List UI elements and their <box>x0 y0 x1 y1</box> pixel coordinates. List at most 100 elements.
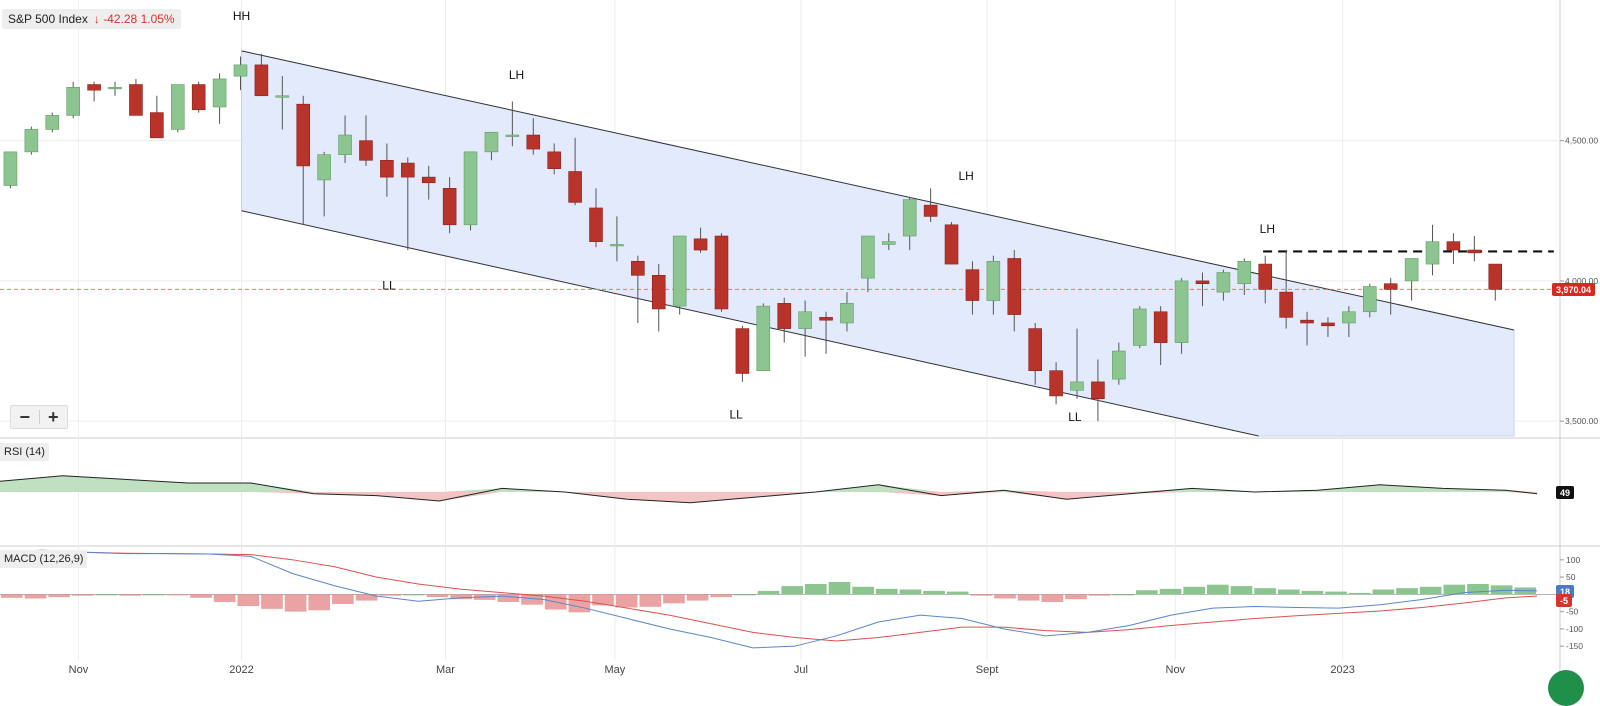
candle-body <box>1300 319 1314 324</box>
chart-canvas[interactable]: Nov 2022 Mar May Jul Sept Nov 2023 4,500.00 4,000… <box>0 0 1600 678</box>
macd-histogram-bar <box>639 594 662 607</box>
macd-histogram-bar <box>1396 588 1418 595</box>
rsi-line <box>0 475 1538 504</box>
candle-body <box>568 171 582 203</box>
macd-histogram-bar <box>332 594 354 605</box>
macd-histogram-bar <box>48 594 70 598</box>
change-percent: 1.05% <box>140 12 175 26</box>
macd-histogram-bar <box>875 588 898 595</box>
macd-histogram-bar <box>592 594 614 606</box>
candle <box>442 177 457 234</box>
candle <box>505 101 520 147</box>
macd-histogram-bar <box>615 594 638 608</box>
time-tick-label: 2023 <box>1330 664 1354 676</box>
candle-body <box>212 78 227 108</box>
zoom-out-button[interactable]: − <box>11 406 39 428</box>
candle <box>87 81 101 102</box>
candle-body <box>421 176 436 184</box>
macd-histogram-bar <box>308 594 331 611</box>
macd-histogram-bar <box>1183 586 1206 595</box>
macd-histogram-bar <box>379 594 402 596</box>
macd-histogram-bar <box>1041 594 1064 602</box>
macd-histogram-bar <box>403 594 425 596</box>
candle <box>275 76 290 130</box>
macd-histogram-bar <box>95 594 118 596</box>
time-tick-label: Sept <box>976 664 999 676</box>
candle <box>421 165 436 200</box>
macd-histogram-bar <box>1254 588 1276 595</box>
candle-body <box>45 115 60 130</box>
candle-body <box>1216 272 1231 293</box>
candle <box>672 235 687 315</box>
candle-body <box>1446 241 1461 251</box>
macd-histogram-bar <box>190 594 212 598</box>
candle-body <box>902 199 917 237</box>
candle <box>463 151 478 231</box>
candle-body <box>798 311 812 329</box>
candle <box>1153 306 1168 366</box>
candle <box>1342 306 1356 338</box>
candle <box>1112 342 1126 385</box>
candle <box>1091 359 1105 422</box>
symbol-legend[interactable]: S&P 500 Index ↓ -42.28 1.05% <box>2 9 181 29</box>
macd-label[interactable]: MACD (12,26,9) <box>0 550 88 568</box>
candle-body <box>610 244 624 247</box>
candle <box>170 84 185 133</box>
zoom-in-button[interactable]: + <box>40 406 68 428</box>
macd-histogram-bar <box>1301 590 1324 595</box>
macd-histogram-bar <box>237 594 260 607</box>
candle-body <box>861 235 875 279</box>
macd-histogram-bar <box>828 581 851 595</box>
candle <box>380 143 394 197</box>
rsi-above-fill <box>0 475 1538 492</box>
candle-body <box>505 134 520 137</box>
candle <box>819 311 833 354</box>
macd-histogram-bar <box>1088 594 1111 596</box>
macd-histogram-bar <box>355 594 378 601</box>
time-tick-label: Nov <box>69 664 89 676</box>
candle <box>1446 233 1461 265</box>
macd-histogram-bar <box>521 594 543 605</box>
candle-body <box>777 303 792 329</box>
candle-body <box>1279 291 1293 318</box>
price-tick-label: 3,500.00 <box>1565 416 1598 426</box>
candle-body <box>882 241 896 245</box>
candle <box>547 143 561 175</box>
candle-body <box>359 140 373 161</box>
macd-histogram-bar <box>1065 594 1087 600</box>
channel-upper-line <box>241 50 1515 331</box>
candle <box>1216 269 1231 301</box>
down-arrow-icon: ↓ <box>93 12 100 26</box>
candle <box>45 112 60 133</box>
change-value: -42.28 <box>103 12 138 26</box>
macd-tick-label: -100 <box>1566 624 1583 634</box>
candle-body <box>275 95 290 98</box>
macd-histogram-bar <box>166 594 189 596</box>
pattern-label: LH <box>509 68 524 82</box>
macd-histogram-bar <box>970 594 993 596</box>
macd-histogram-bar <box>1325 591 1347 595</box>
candle-body <box>254 64 269 97</box>
candle-body <box>1383 283 1398 290</box>
candle-body <box>840 303 854 324</box>
chat-bubble-icon[interactable] <box>1548 670 1584 706</box>
candle <box>1383 278 1398 315</box>
rsi-below-fill <box>0 492 1538 503</box>
candle-body <box>1091 381 1105 400</box>
candle <box>902 196 917 251</box>
price-tick-label: 4,500.00 <box>1565 136 1598 146</box>
macd-histogram-bar <box>663 594 685 604</box>
candle <box>108 81 122 96</box>
macd-tick-label: -50 <box>1566 607 1579 617</box>
candle-body <box>401 162 415 178</box>
candle <box>1049 362 1063 405</box>
macd-histogram-bar <box>946 591 969 595</box>
candle-body <box>463 151 478 226</box>
rsi-label[interactable]: RSI (14) <box>0 443 49 461</box>
candle-body <box>129 84 143 116</box>
candle-body <box>735 328 750 374</box>
candle-body <box>589 207 603 242</box>
candle <box>191 81 206 113</box>
candle-body <box>631 260 645 276</box>
candle <box>1467 236 1482 262</box>
